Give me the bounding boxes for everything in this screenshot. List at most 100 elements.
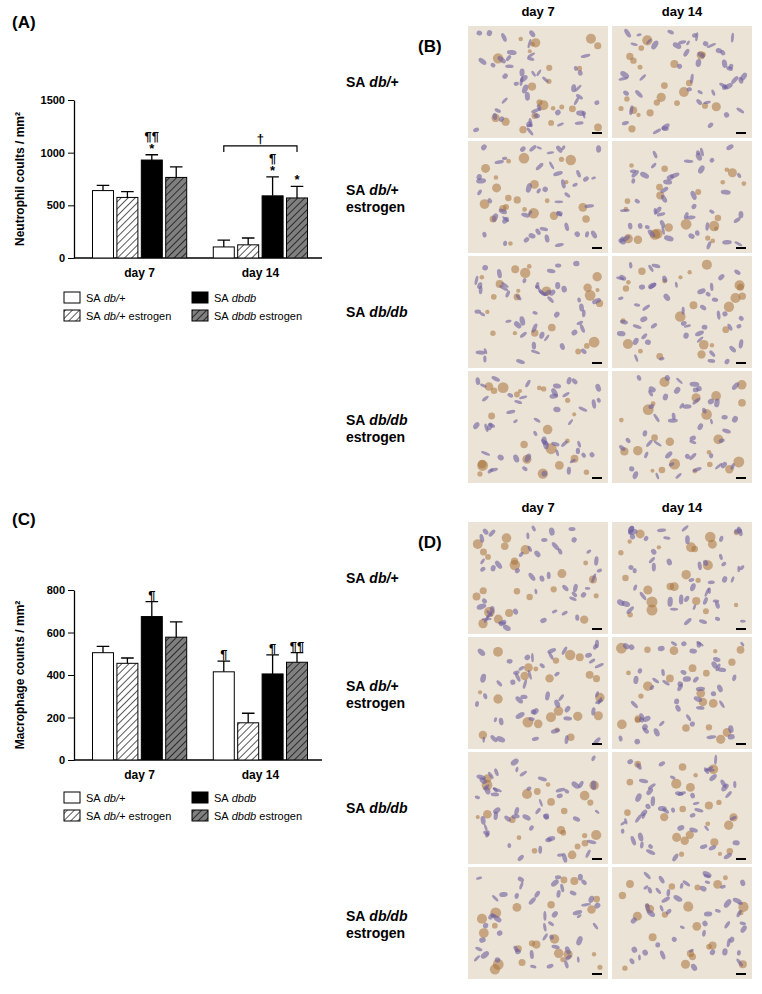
legend-label: SA dbdb estrogen <box>214 810 302 822</box>
micrograph-stain <box>519 959 526 966</box>
error-bar <box>97 185 110 190</box>
micrograph-nucleus <box>556 210 563 217</box>
micrograph-nucleus <box>665 908 672 916</box>
micrograph-nucleus <box>521 813 531 822</box>
micrograph-nucleus <box>739 924 748 934</box>
micrograph-nucleus <box>721 189 731 195</box>
micrograph-nucleus <box>532 430 538 437</box>
micrograph-nucleus <box>575 614 580 621</box>
micrograph-stain <box>551 586 557 592</box>
micrograph-nucleus <box>581 111 586 119</box>
micrograph-nucleus <box>590 573 597 583</box>
micrograph-stain <box>485 554 491 560</box>
significance-mark: * <box>270 163 276 178</box>
micrograph-nucleus <box>476 189 482 196</box>
micrograph-nucleus <box>539 226 548 231</box>
micrograph-nucleus <box>634 813 643 823</box>
row-label-part: SA <box>346 412 365 428</box>
micrograph-nucleus <box>638 716 645 723</box>
micrograph-nucleus <box>479 533 485 543</box>
micrograph-stain <box>476 815 480 819</box>
micrograph-stain <box>498 382 509 393</box>
micrograph-stain <box>480 549 487 556</box>
micrograph-nucleus <box>523 236 531 243</box>
micrograph-stain <box>492 183 501 192</box>
micrograph-stain <box>716 735 725 744</box>
micrograph <box>468 256 608 368</box>
micrograph-stain <box>638 45 644 51</box>
micrograph-bg <box>468 371 608 483</box>
micrograph-nucleus <box>673 386 682 395</box>
micrograph-nucleus <box>623 28 632 39</box>
micrograph-nucleus <box>722 428 732 435</box>
micrograph-nucleus <box>664 450 674 459</box>
error-bar <box>266 177 279 196</box>
legend-label-part: estrogen <box>256 310 302 322</box>
micrograph-stain <box>591 830 601 840</box>
micrograph-stain <box>650 469 654 473</box>
micrograph-nucleus <box>653 413 661 423</box>
micrograph-nucleus <box>739 879 746 887</box>
legend-label-part: db/+ <box>101 792 126 804</box>
micrograph-nucleus <box>646 908 657 918</box>
micrograph-nucleus <box>564 705 572 714</box>
micrograph-nucleus <box>505 290 511 298</box>
micrograph-nucleus <box>586 549 592 555</box>
micrograph-stain <box>573 712 582 721</box>
y-tick-label: 600 <box>47 627 65 639</box>
micrograph-nucleus <box>514 695 524 705</box>
micrograph-nucleus <box>621 120 629 126</box>
micrograph-nucleus <box>708 773 718 782</box>
micrograph-nucleus <box>536 69 542 77</box>
micrograph-nucleus <box>569 890 577 896</box>
micrograph-nucleus <box>556 210 564 217</box>
legend-label-part: estrogen <box>125 810 171 822</box>
micrograph-stain <box>705 821 710 826</box>
micrograph-nucleus <box>481 597 488 604</box>
micrograph-nucleus <box>617 331 626 337</box>
legend-label-part: dbdb <box>229 810 257 822</box>
micrograph-nucleus <box>506 409 516 414</box>
micrograph-stain <box>548 324 556 332</box>
micrograph <box>468 141 608 253</box>
micrograph-nucleus <box>591 707 596 716</box>
micrograph-nucleus <box>659 950 667 960</box>
micrograph-nucleus <box>634 792 643 803</box>
micrograph-stain <box>570 877 578 885</box>
micrograph-nucleus <box>527 670 532 680</box>
micrograph-stain <box>548 120 554 126</box>
micrograph-nucleus <box>479 673 487 683</box>
micrograph-nucleus <box>554 200 563 203</box>
micrograph-stain <box>506 159 511 164</box>
micrograph-nucleus <box>532 311 538 316</box>
micrograph-nucleus <box>733 269 741 276</box>
y-axis: 050010001500 <box>41 94 75 264</box>
micrograph-stain <box>729 813 737 821</box>
micrograph-nucleus <box>517 876 525 883</box>
micrograph-nucleus <box>531 349 541 355</box>
micrograph-nucleus <box>529 950 534 959</box>
micrograph-nucleus <box>667 597 673 607</box>
micrograph-nucleus <box>496 453 504 461</box>
micrograph-nucleus <box>494 159 504 164</box>
micrograph-nucleus <box>650 322 658 329</box>
micrograph-nucleus <box>540 438 550 447</box>
micrograph-stain <box>626 280 631 285</box>
micrograph-nucleus <box>689 648 697 654</box>
legend-swatch <box>192 810 208 821</box>
micrograph-stain <box>514 392 520 398</box>
y-tick-mark <box>68 258 74 259</box>
micrograph-nucleus <box>693 801 700 805</box>
micrograph-nucleus <box>502 240 507 246</box>
micrograph-nucleus <box>655 942 660 948</box>
micrograph-nucleus <box>526 127 534 136</box>
micrograph-nucleus <box>660 194 669 204</box>
micrograph-nucleus <box>731 33 735 43</box>
micrograph-nucleus <box>722 898 732 909</box>
micrograph-nucleus <box>618 735 623 742</box>
micrograph-nucleus <box>592 643 598 650</box>
micrograph <box>612 752 752 864</box>
row-label-part: SA <box>346 800 365 816</box>
micrograph-stain <box>728 659 735 666</box>
legend-label-part: db/+ <box>101 810 126 822</box>
